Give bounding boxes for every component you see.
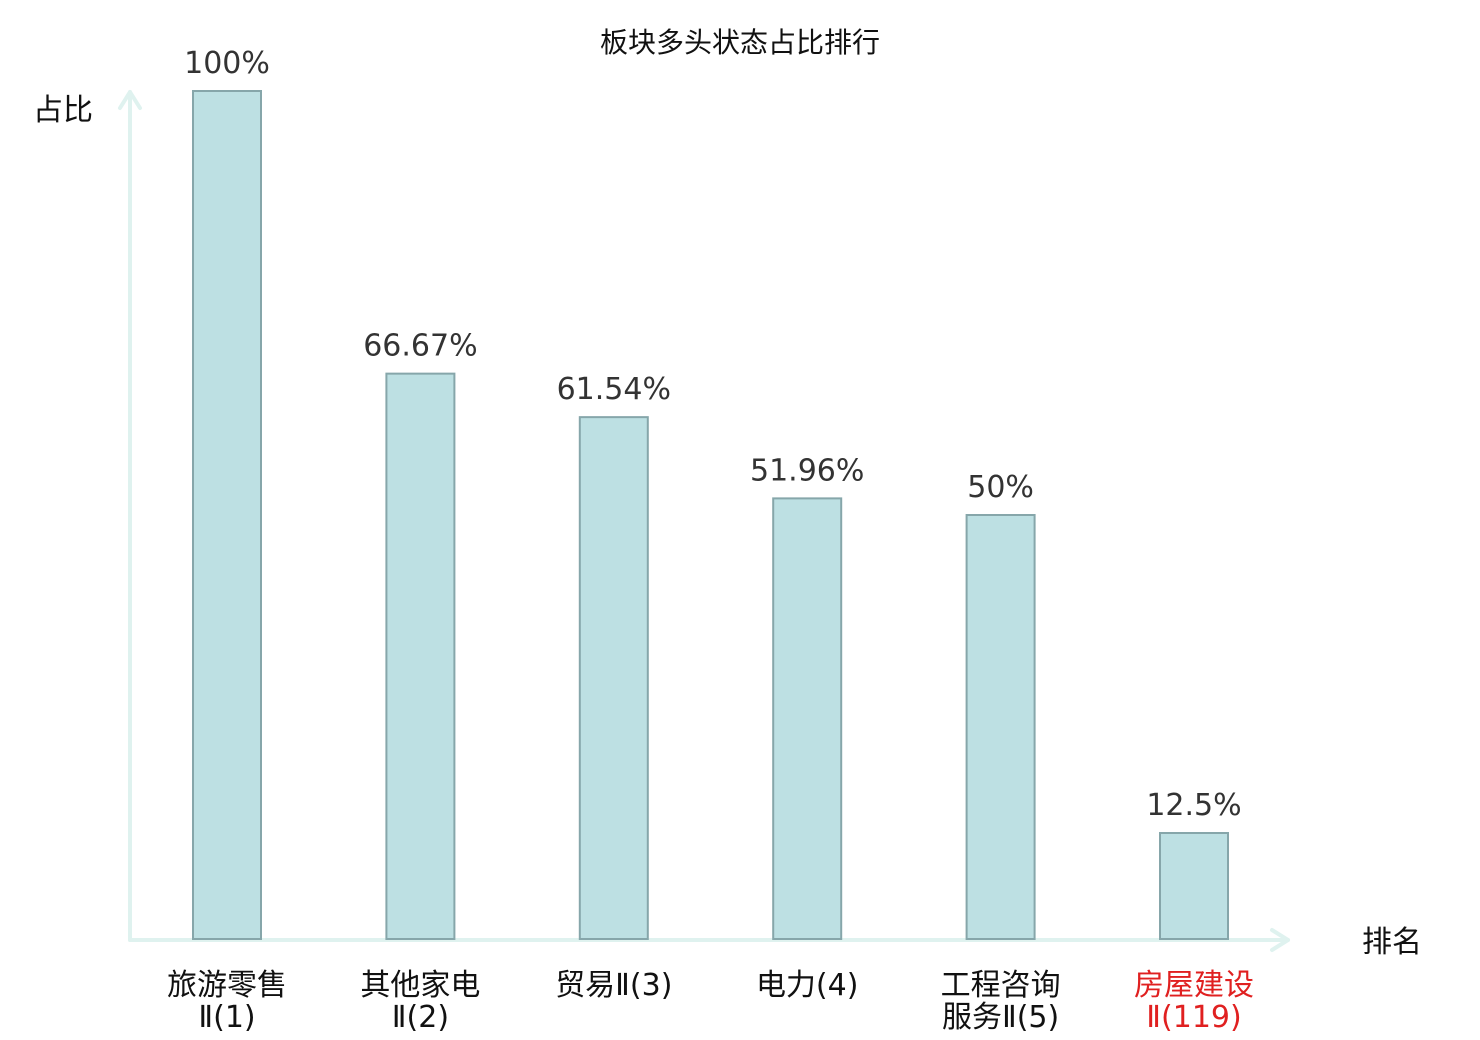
bars-group — [192, 90, 1229, 940]
x-tick-label-line2: Ⅱ(1) — [198, 1000, 255, 1035]
data-label: 61.54% — [557, 372, 671, 407]
value-labels-group: 100% 66.67% 61.54% 51.96% 50% 12.5% — [184, 46, 1242, 823]
x-tick-label: 房屋建设 — [1134, 968, 1254, 1003]
x-tick-label-line2: Ⅱ(2) — [392, 1000, 449, 1035]
x-tick-label: 电力(4) — [756, 968, 859, 1003]
data-label: 100% — [184, 46, 270, 81]
axes — [118, 90, 1290, 952]
x-tick-label: 其他家电 — [360, 968, 480, 1003]
bar — [1159, 832, 1229, 940]
x-tick-label-line2: 服务Ⅱ(5) — [942, 1000, 1059, 1035]
data-label: 50% — [967, 470, 1034, 505]
bar — [965, 514, 1036, 940]
y-axis-arrowhead — [118, 90, 142, 110]
x-tick-label: 贸易Ⅱ(3) — [555, 968, 672, 1003]
x-axis-label: 排名 — [1362, 925, 1422, 960]
bar — [192, 90, 262, 940]
x-tick-label: 工程咨询 — [941, 968, 1061, 1003]
data-label: 12.5% — [1146, 788, 1241, 823]
chart-title: 板块多头状态占比排行 — [600, 26, 880, 59]
bar — [772, 497, 843, 940]
bar — [385, 372, 456, 940]
data-label: 66.67% — [363, 329, 477, 364]
x-tick-label: 旅游零售 — [167, 968, 287, 1003]
x-tick-label-line2: Ⅱ(119) — [1146, 1000, 1241, 1035]
x-axis-arrowhead — [1270, 928, 1290, 952]
bar — [578, 416, 649, 940]
y-axis-label: 占比 — [33, 93, 93, 128]
data-label: 51.96% — [750, 453, 864, 488]
